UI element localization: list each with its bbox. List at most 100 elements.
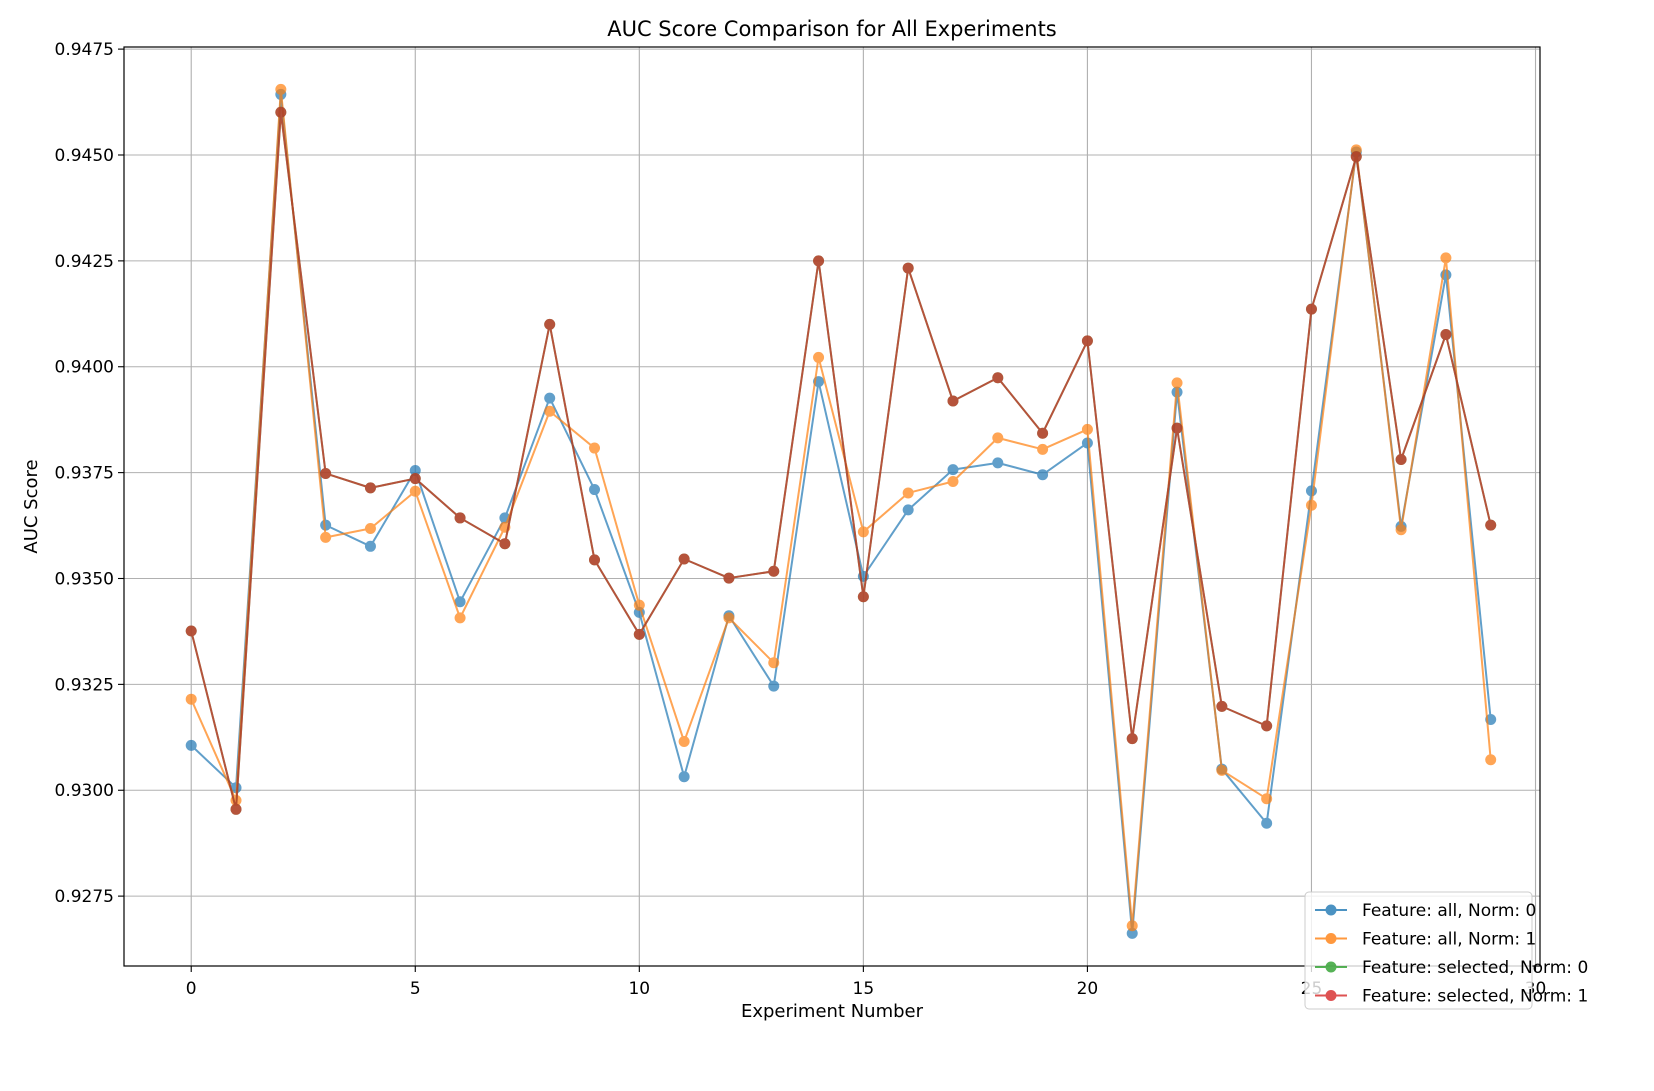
axis-ticks: 0510152025300.92750.93000.93250.93500.93… xyxy=(55,40,1547,999)
data-point xyxy=(364,523,376,535)
plot-frame xyxy=(123,46,1541,967)
data-point xyxy=(589,554,601,566)
data-point xyxy=(1395,453,1407,465)
data-point xyxy=(275,83,287,95)
data-point xyxy=(857,591,869,603)
data-point xyxy=(723,612,735,624)
data-point xyxy=(1261,793,1273,805)
series-line xyxy=(190,111,1492,811)
data-point xyxy=(1216,764,1228,776)
data-point xyxy=(320,467,332,479)
y-tick-label: 0.9350 xyxy=(55,569,114,589)
legend-label: Feature: selected, Norm: 1 xyxy=(1362,987,1588,1007)
series-line xyxy=(190,88,1492,927)
data-point xyxy=(992,372,1004,384)
legend-marker xyxy=(1325,961,1337,973)
data-point xyxy=(364,482,376,494)
data-point xyxy=(902,504,914,516)
series-2 xyxy=(185,83,1497,932)
legend-label: Feature: all, Norm: 0 xyxy=(1362,901,1536,921)
x-axis-label: Experiment Number xyxy=(741,1001,924,1022)
data-point xyxy=(1126,733,1138,745)
y-tick-label: 0.9450 xyxy=(55,146,114,166)
series-1 xyxy=(185,88,1497,939)
y-tick-label: 0.9300 xyxy=(55,781,114,801)
legend-marker xyxy=(1325,904,1337,916)
data-point xyxy=(454,612,466,624)
y-tick-label: 0.9400 xyxy=(55,358,114,378)
data-point xyxy=(589,442,601,454)
data-point xyxy=(1305,303,1317,315)
y-axis-label: AUC Score xyxy=(21,459,42,553)
data-point xyxy=(813,351,825,363)
data-point xyxy=(633,628,645,640)
x-tick-label: 20 xyxy=(1077,979,1099,999)
data-point xyxy=(678,736,690,748)
data-point xyxy=(230,803,242,815)
data-point xyxy=(185,739,197,751)
legend-item xyxy=(1315,961,1347,973)
data-point xyxy=(1171,377,1183,389)
data-point xyxy=(992,457,1004,469)
data-point xyxy=(454,596,466,608)
data-point xyxy=(902,262,914,274)
data-point xyxy=(947,464,959,476)
data-point xyxy=(1037,469,1049,481)
data-point xyxy=(544,318,556,330)
data-point xyxy=(768,680,780,692)
data-point xyxy=(768,565,780,577)
data-point xyxy=(1485,754,1497,766)
data-point xyxy=(857,526,869,538)
y-tick-label: 0.9425 xyxy=(55,252,114,272)
x-tick-label: 15 xyxy=(853,979,875,999)
data-point xyxy=(1440,252,1452,264)
data-point xyxy=(320,519,332,531)
series-lines xyxy=(185,83,1497,939)
data-point xyxy=(589,484,601,496)
data-point xyxy=(768,657,780,669)
data-point xyxy=(1171,422,1183,434)
data-point xyxy=(1485,519,1497,531)
data-point xyxy=(1037,427,1049,439)
data-point xyxy=(1081,437,1093,449)
data-point xyxy=(409,473,421,485)
data-point xyxy=(813,255,825,267)
data-point xyxy=(678,771,690,783)
x-tick-label: 5 xyxy=(410,979,421,999)
data-point xyxy=(992,432,1004,444)
legend-item xyxy=(1315,904,1347,916)
data-point xyxy=(1126,927,1138,939)
data-point xyxy=(633,599,645,611)
data-point xyxy=(409,465,421,477)
data-point xyxy=(678,553,690,565)
legend: Feature: all, Norm: 0 Feature: all, Norm:… xyxy=(1304,891,1588,1010)
data-point xyxy=(1081,423,1093,435)
data-point xyxy=(499,538,511,550)
legend-marker xyxy=(1325,933,1337,944)
data-point xyxy=(185,625,197,637)
data-point xyxy=(1261,720,1273,732)
series-3 xyxy=(185,106,1497,815)
data-point xyxy=(1261,817,1273,829)
x-tick-label: 0 xyxy=(186,979,197,999)
legend-item xyxy=(1315,990,1347,1001)
chart-title: AUC Score Comparison for All Experiments xyxy=(607,17,1057,41)
y-tick-label: 0.9325 xyxy=(55,675,114,695)
legend-label: Feature: all, Norm: 1 xyxy=(1362,930,1536,950)
data-point xyxy=(1081,335,1093,347)
data-point xyxy=(364,540,376,552)
data-point xyxy=(1126,920,1138,932)
data-point xyxy=(1216,700,1228,712)
legend-item xyxy=(1315,933,1347,944)
data-point xyxy=(723,572,735,584)
data-point xyxy=(1037,443,1049,455)
y-tick-label: 0.9375 xyxy=(55,464,114,484)
y-tick-label: 0.9475 xyxy=(55,40,114,60)
data-point xyxy=(902,487,914,499)
legend-label: Feature: selected, Norm: 0 xyxy=(1362,958,1588,978)
series-4 xyxy=(185,106,1497,815)
data-point xyxy=(1305,485,1317,497)
y-tick-label: 0.9275 xyxy=(55,887,114,907)
